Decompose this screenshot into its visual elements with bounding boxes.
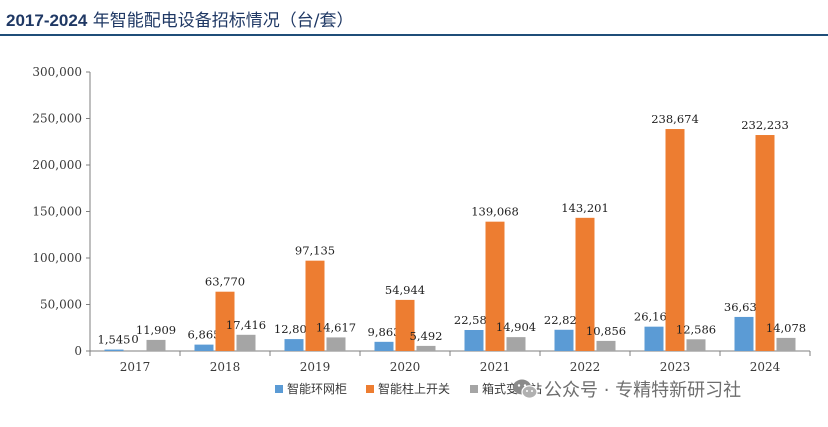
report-header: 2017-2024 年智能配电设备招标情况（台/套） [0, 0, 828, 36]
data-label: 232,233 [741, 118, 789, 132]
bar [755, 135, 775, 351]
bar [236, 334, 256, 351]
data-label: 12,804 [274, 322, 314, 336]
bar [485, 221, 505, 351]
watermark: 公众号 · 专精特新研习社 [512, 374, 741, 404]
bar [596, 340, 616, 351]
y-tick-label: 250,000 [32, 112, 82, 126]
bar [686, 339, 706, 351]
bar [776, 337, 796, 351]
data-label: 5,492 [410, 329, 443, 343]
data-label: 14,617 [316, 320, 356, 334]
bar [506, 337, 526, 351]
x-tick-label: 2022 [570, 360, 601, 374]
y-tick-label: 300,000 [32, 65, 82, 79]
x-tick-label: 2024 [750, 360, 781, 374]
legend-label: 智能环网柜 [287, 381, 347, 396]
bar [146, 339, 166, 351]
bar [554, 329, 574, 351]
data-label: 0 [131, 332, 138, 346]
y-tick-label: 150,000 [32, 205, 82, 219]
legend-swatch [275, 385, 283, 393]
data-label: 143,201 [561, 201, 609, 215]
bar [284, 339, 304, 351]
data-label: 1,545 [98, 333, 131, 347]
data-label: 11,909 [136, 323, 176, 337]
bar [575, 217, 595, 351]
x-tick-label: 2019 [300, 360, 331, 374]
x-tick-label: 2020 [390, 360, 421, 374]
data-label: 63,770 [205, 275, 245, 289]
chart-canvas: 0 50,000 100,000 150,000 200,000 250,000 300,0… [32, 65, 811, 396]
data-label: 6,865 [188, 328, 221, 342]
data-label: 14,078 [766, 321, 806, 335]
bar [326, 337, 346, 351]
wechat-icon [513, 379, 538, 399]
legend-swatch [470, 385, 478, 393]
data-label: 14,904 [496, 320, 536, 334]
caption-years: 2017-2024 [6, 11, 88, 30]
data-label: 139,068 [471, 205, 519, 219]
bar [305, 260, 325, 351]
bar [104, 349, 124, 351]
bar [464, 329, 484, 351]
bar [215, 291, 235, 351]
y-tick-label: 100,000 [32, 251, 82, 265]
y-tick-label: 50,000 [40, 298, 82, 312]
bar [194, 344, 214, 351]
data-label: 97,135 [295, 244, 335, 258]
data-label: 238,674 [651, 112, 699, 126]
x-tick-label: 2021 [480, 360, 511, 374]
y-tick-label: 0 [74, 344, 82, 358]
data-label: 54,944 [385, 283, 425, 297]
data-label: 26,161 [634, 310, 674, 324]
bar [416, 345, 436, 351]
legend-swatch [366, 385, 374, 393]
data-label: 17,416 [226, 318, 266, 332]
caption-text: 年智能配电设备招标情况（台/套） [92, 11, 354, 31]
data-label: 36,631 [724, 300, 764, 314]
legend-label: 智能柱上开关 [378, 381, 450, 396]
bar [665, 129, 685, 351]
bar [374, 341, 394, 351]
data-label: 10,856 [586, 324, 626, 338]
bar [395, 299, 415, 351]
bar [734, 316, 754, 351]
data-label: 12,586 [676, 322, 716, 336]
bar-chart: 0 50,000 100,000 150,000 200,000 250,000 300,0… [0, 36, 828, 423]
data-label: 9,863 [368, 325, 401, 339]
y-tick-label: 200,000 [32, 158, 82, 172]
bar [644, 326, 664, 351]
x-tick-label: 2018 [210, 360, 241, 374]
figure-caption: 2017-2024 年智能配电设备招标情况（台/套） [6, 6, 353, 31]
data-label: 22,584 [454, 313, 494, 327]
data-label: 22,829 [544, 313, 584, 327]
watermark-text: 公众号 · 专精特新研习社 [544, 380, 742, 401]
x-tick-label: 2023 [660, 360, 691, 374]
x-tick-label: 2017 [120, 360, 151, 374]
